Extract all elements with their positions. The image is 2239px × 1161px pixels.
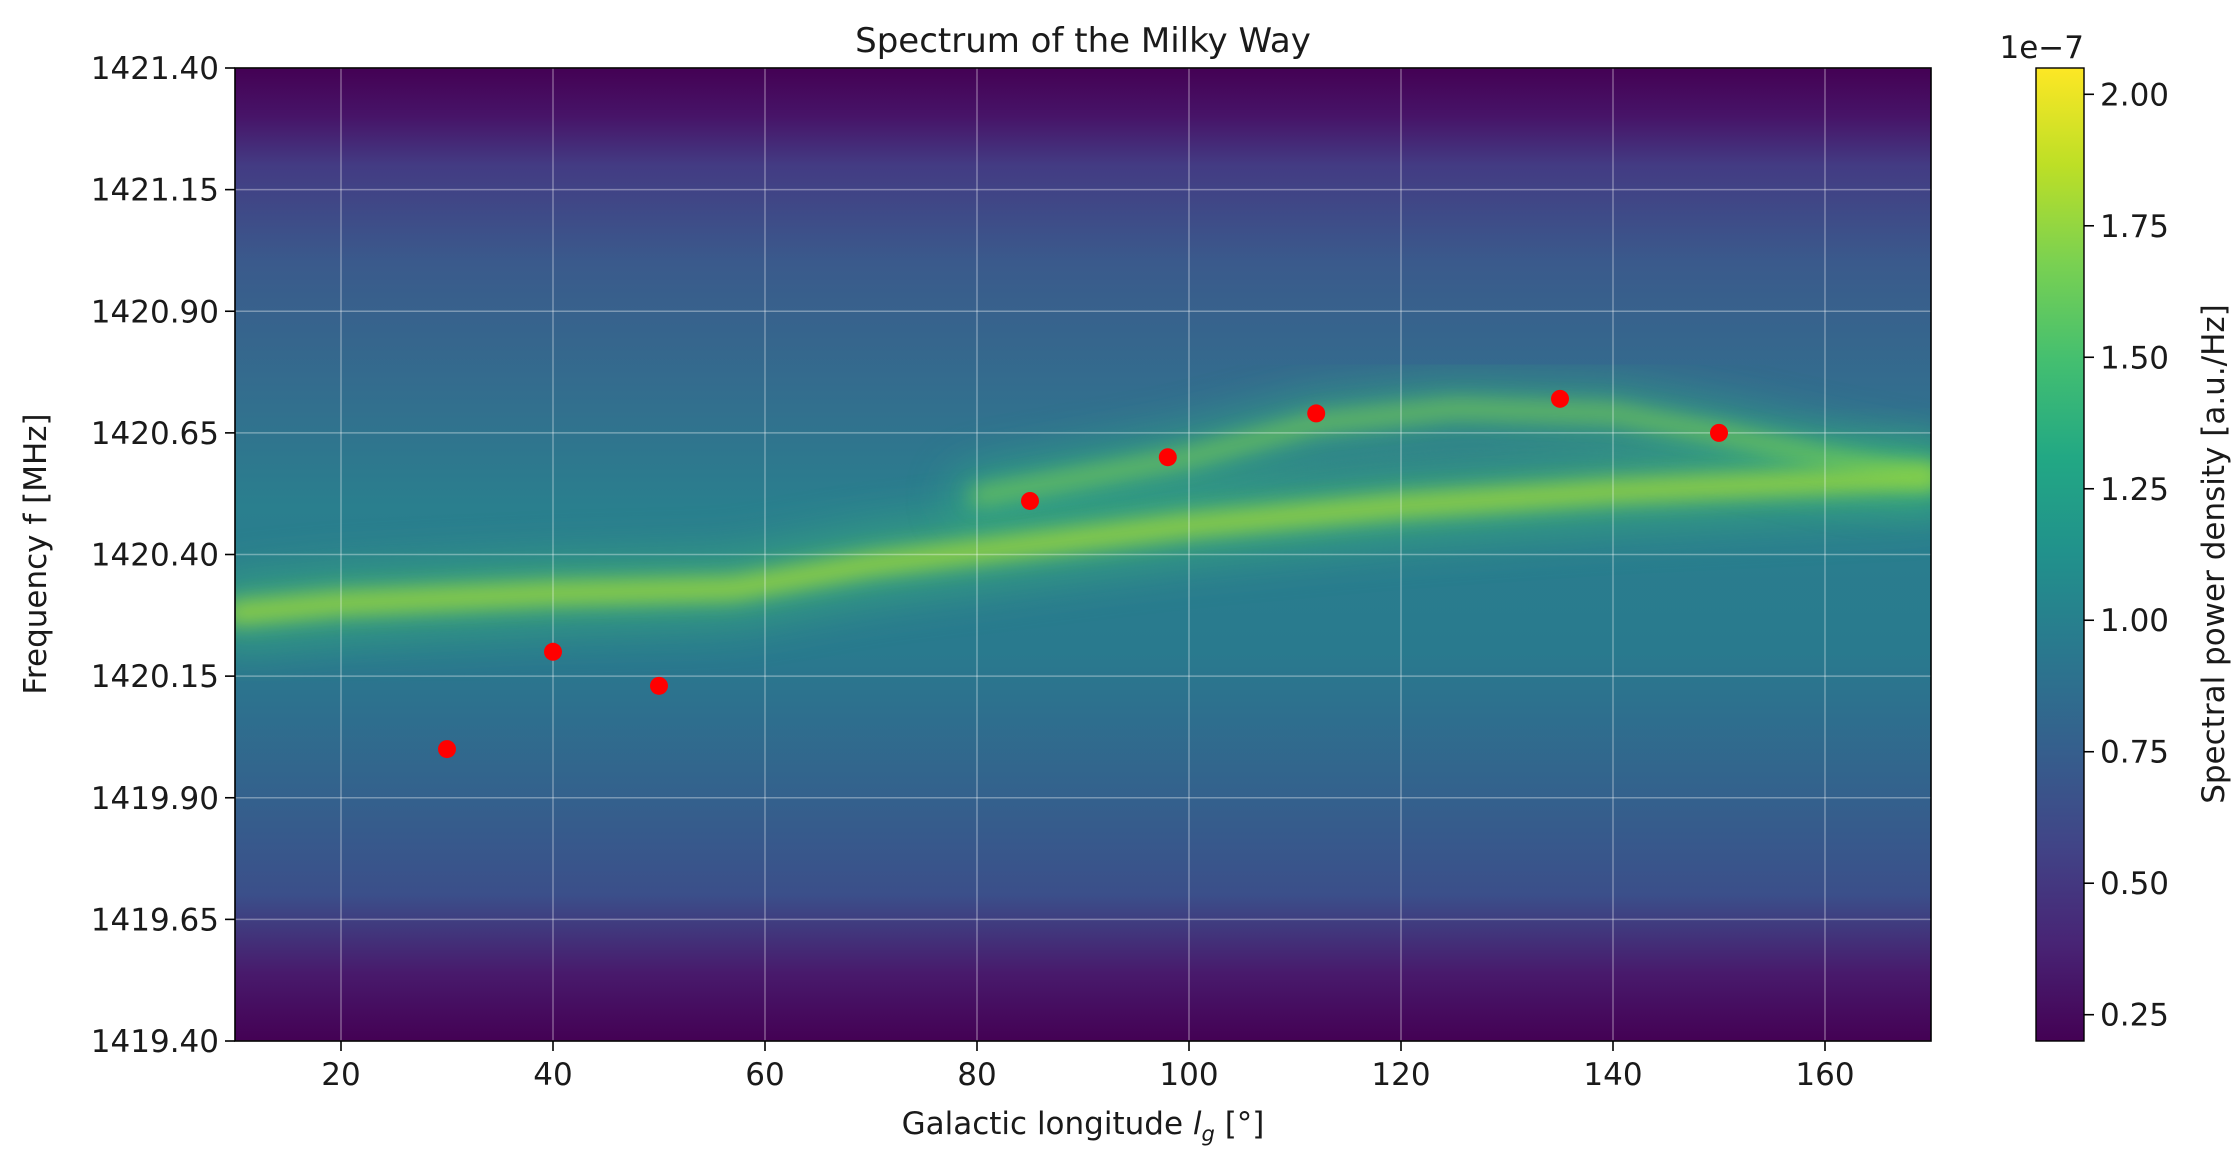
- ridge-core: [235, 465, 1931, 624]
- chart-title: Spectrum of the Milky Way: [855, 21, 1311, 61]
- x-tick-label: 160: [1795, 1057, 1854, 1093]
- x-tick-label: 20: [321, 1057, 360, 1093]
- y-tick-label: 1420.65: [91, 416, 219, 452]
- grid-lines: [235, 68, 1931, 1041]
- colorbar-offset-text: 1e−7: [2000, 30, 2085, 66]
- colorbar-ticks: 0.25 0.50 0.75 1.00 1.25 1.50 1.75 2.00: [2084, 77, 2169, 1034]
- x-tick-label: 40: [533, 1057, 572, 1093]
- y-tick-label: 1419.65: [91, 902, 219, 938]
- colorbar-tick-label: 1.00: [2100, 603, 2169, 639]
- y-tick-label: 1420.15: [91, 659, 219, 695]
- y-axis-ticks: 1419.40 1419.65 1419.90 1420.15 1420.40 1420.…: [91, 51, 235, 1060]
- scatter-point: [544, 642, 562, 661]
- upper-ridge-core: [969, 400, 1931, 505]
- y-tick-label: 1421.40: [91, 51, 219, 87]
- spectrum-heatmap: [235, 68, 1931, 1041]
- x-axis-ticks: 20 40 60 80 100 120 140 160: [321, 1041, 1855, 1093]
- y-tick-label: 1419.90: [91, 781, 219, 817]
- colorbar-tick-label: 2.00: [2100, 77, 2169, 113]
- scatter-point: [1158, 448, 1177, 467]
- scatter-point: [1021, 491, 1039, 510]
- colorbar: 0.25 0.50 0.75 1.00 1.25 1.50 1.75 2.00 1e−7 Sp…: [2000, 30, 2232, 1042]
- scatter-point: [1307, 404, 1326, 423]
- x-tick-label: 140: [1583, 1057, 1642, 1093]
- colorbar-tick-label: 0.75: [2100, 735, 2169, 771]
- scatter-points: [438, 389, 1728, 759]
- y-axis-label: Frequency f [MHz]: [18, 413, 54, 694]
- hi-emission-ridge: [235, 381, 1931, 648]
- colorbar-tick-label: 1.50: [2100, 340, 2169, 376]
- colorbar-tick-label: 0.25: [2100, 998, 2169, 1034]
- scatter-point: [1710, 423, 1728, 442]
- y-tick-label: 1420.40: [91, 538, 219, 574]
- colorbar-label: Spectral power density [a.u./Hz]: [2196, 304, 2232, 804]
- x-tick-label: 100: [1159, 1057, 1218, 1093]
- colorbar-tick-label: 1.25: [2100, 472, 2169, 508]
- colorbar-bar: [2035, 67, 2085, 1042]
- colorbar-tick-label: 0.50: [2100, 866, 2169, 902]
- y-tick-label: 1421.15: [91, 173, 219, 209]
- x-tick-label: 120: [1371, 1057, 1430, 1093]
- scatter-point: [650, 676, 668, 695]
- x-tick-label: 80: [957, 1057, 996, 1093]
- y-tick-label: 1420.90: [91, 294, 219, 330]
- scatter-point: [1551, 389, 1569, 408]
- x-tick-label: 60: [745, 1057, 784, 1093]
- scatter-point: [438, 740, 456, 759]
- colorbar-tick-label: 1.75: [2100, 209, 2169, 245]
- x-axis-label: Galactic longitude lg [°]: [902, 1106, 1265, 1146]
- y-tick-label: 1419.40: [91, 1024, 219, 1060]
